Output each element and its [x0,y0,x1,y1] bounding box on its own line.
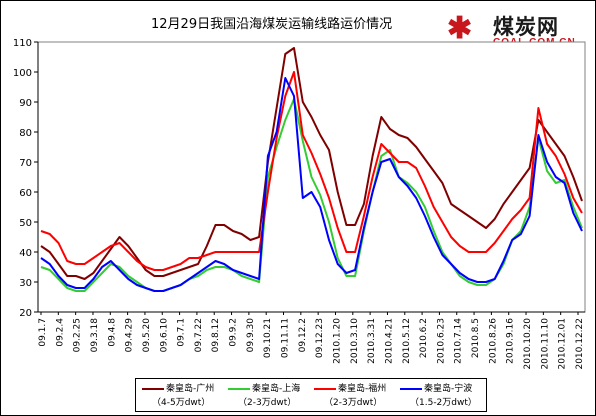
logo-mark-icon: ✱ [447,11,473,46]
x-tick-label: 09.5.20 [142,318,152,353]
legend-sublabel: （2-3万dwt） [324,398,383,408]
x-tick-label: 09.4.29 [125,318,135,353]
x-tick-label: 2010.6.2 [419,318,429,358]
chart-legend: 秦皇岛-广州 （4-5万dwt） 秦皇岛-上海 （2-3万dwt） 秦皇岛-福州 （2-3… [135,378,487,412]
x-tick-label: 09.8.12 [211,318,221,352]
y-tick-label: 100 [13,68,32,79]
legend-swatch [228,388,250,390]
legend-label: 秦皇岛-福州 [338,384,387,394]
x-tick-label: 2010.12.22 [575,318,585,370]
x-tick-label: 2010.11.10 [540,318,550,370]
x-tick-label: 09.12.23 [315,318,325,358]
legend-label: 秦皇岛-上海 [252,384,301,394]
x-tick-label: 09.11.11 [281,318,291,358]
series-line-3 [40,71,583,271]
x-tick-label: 2010.1.20 [332,318,342,364]
x-tick-label: 2010.3.31 [367,318,377,364]
x-tick-label: 09.7.22 [194,318,204,352]
y-tick-label: 110 [13,38,32,49]
x-tick-label: 2010.8.5 [471,318,481,358]
series-line-4 [40,77,583,292]
x-tick-label: 09.7.1 [177,318,187,347]
x-tick-label: 09.1.7 [38,318,48,347]
x-tick-label: 09.12.2 [298,318,308,352]
x-tick-label: 09.10.21 [263,318,273,358]
x-tick-label: 2010.4.21 [384,318,394,364]
x-tick-label: 09.9.30 [246,318,256,353]
x-tick-label: 09.2.25 [73,318,83,352]
x-tick-label: 2010.7.14 [454,318,464,364]
y-tick-label: 20 [19,308,32,319]
x-tick-label: 09.3.18 [90,318,100,353]
legend-item-2: 秦皇岛-上海 （2-3万dwt） [226,381,314,409]
legend-swatch [400,388,422,390]
x-tick-label: 2010.12.01 [558,318,568,370]
x-tick-label: 09.6.10 [159,318,169,353]
y-tick-label: 40 [19,248,32,259]
series-line-1 [40,47,583,280]
x-tick-label: 09.2.4 [55,318,65,347]
y-tick-label: 30 [19,278,32,289]
legend-sublabel: （2-3万dwt） [238,398,297,408]
legend-swatch [142,388,164,390]
chart-title: 12月29日我国沿海煤炭运输线路运价情况 [151,17,393,32]
y-tick-label: 70 [19,158,32,169]
legend-label: 秦皇岛-广州 [166,384,215,394]
legend-swatch [314,388,336,390]
legend-item-1: 秦皇岛-广州 （4-5万dwt） [140,381,228,409]
y-tick-label: 50 [19,218,32,229]
x-tick-label: 2010.10.20 [523,318,533,370]
x-tick-label: 09.4.8 [107,318,117,347]
x-tick-label: 2010.8.26 [488,318,498,364]
x-tick-label: 2010.5.12 [402,318,412,364]
y-tick-label: 60 [19,188,32,199]
y-tick-label: 90 [19,98,32,109]
x-tick-label: 2010.3.10 [350,318,360,364]
y-tick-label: 80 [19,128,32,139]
legend-label: 秦皇岛-宁波 [424,384,473,394]
legend-item-3: 秦皇岛-福州 （2-3万dwt） [312,381,400,409]
x-tick-label: 2010.6.23 [436,318,446,364]
logo-text-cn: 煤炭网 [493,15,559,39]
legend-sublabel: （4-5万dwt） [152,398,211,408]
legend-sublabel: （1.5-2万dwt） [410,398,477,408]
x-tick-label: 2010.9.16 [506,318,516,364]
x-tick-label: 09.9.2 [229,318,239,347]
legend-item-4: 秦皇岛-宁波 （1.5-2万dwt） [398,381,486,409]
